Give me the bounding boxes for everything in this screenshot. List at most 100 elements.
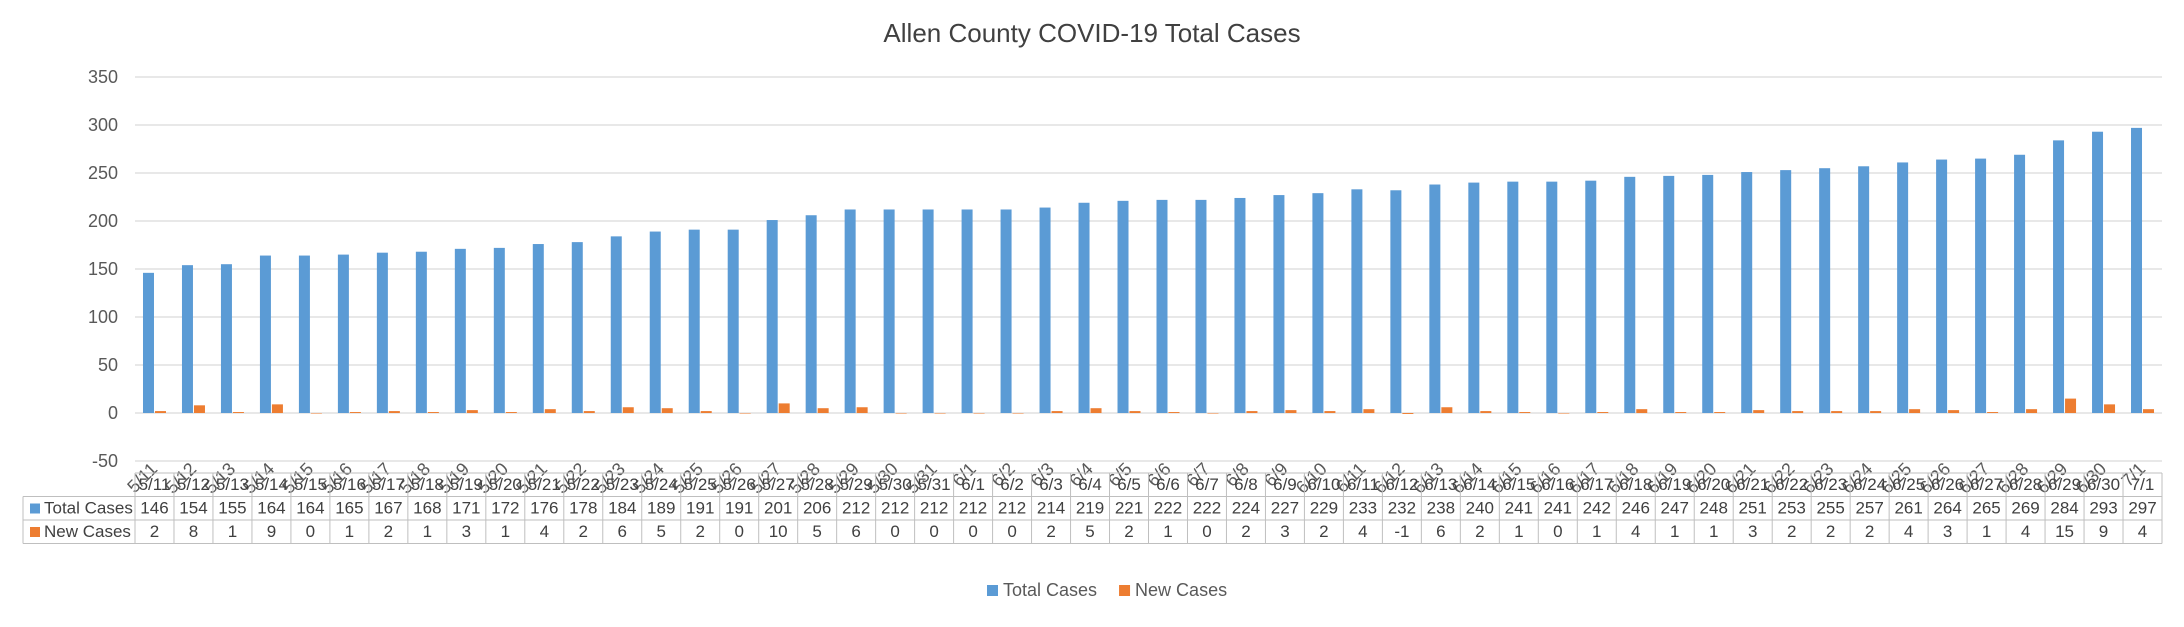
table-category-cell: 6/4 — [1078, 475, 1102, 494]
table-value-cell: 167 — [374, 499, 402, 518]
table-value-cell: 265 — [1972, 499, 2000, 518]
table-value-cell: 5 — [812, 522, 821, 541]
table-category-cell: 5/13 — [216, 475, 249, 494]
bar-new-cases — [856, 407, 868, 413]
bar-new-cases — [1402, 413, 1414, 414]
table-value-cell: 253 — [1777, 499, 1805, 518]
table-category-cell: 5/27 — [762, 475, 795, 494]
table-value-cell: 6 — [1436, 522, 1445, 541]
table-category-cell: 6/29 — [2048, 475, 2081, 494]
bar-new-cases — [466, 410, 478, 413]
bar-new-cases — [973, 413, 985, 414]
table-category-cell: 6/18 — [1619, 475, 1652, 494]
table-value-cell: 241 — [1544, 499, 1572, 518]
bar-new-cases — [1909, 409, 1921, 413]
legend-label: Total Cases — [1003, 580, 1097, 600]
table-value-cell: 189 — [647, 499, 675, 518]
table-category-cell: 6/19 — [1658, 475, 1691, 494]
table-value-cell: 0 — [890, 522, 899, 541]
bar-total-cases — [844, 209, 856, 413]
table-value-cell: 178 — [569, 499, 597, 518]
table-value-cell: 154 — [179, 499, 207, 518]
table-category-cell: 6/28 — [2009, 475, 2042, 494]
table-value-cell: 212 — [920, 499, 948, 518]
table-value-cell: 1 — [423, 522, 432, 541]
bar-new-cases — [1207, 413, 1219, 414]
table-value-cell: 1 — [1670, 522, 1679, 541]
bar-total-cases — [532, 244, 544, 413]
table-value-cell: 206 — [803, 499, 831, 518]
bar-total-cases — [1351, 189, 1363, 413]
table-category-cell: 6/3 — [1039, 475, 1063, 494]
table-category-cell: 5/14 — [255, 475, 288, 494]
bar-total-cases — [883, 209, 895, 413]
table-value-cell: 0 — [306, 522, 315, 541]
table-series-name: Total Cases — [44, 499, 133, 518]
legend-label: New Cases — [1135, 580, 1227, 600]
bar-total-cases — [1078, 202, 1090, 413]
table-value-cell: 212 — [842, 499, 870, 518]
table-value-cell: 15 — [2055, 522, 2074, 541]
bar-new-cases — [2065, 398, 2077, 413]
bar-new-cases — [1090, 408, 1102, 413]
table-category-cell: 5/29 — [840, 475, 873, 494]
bar-new-cases — [1519, 412, 1531, 413]
table-category-cell: 6/6 — [1156, 475, 1180, 494]
bar-new-cases — [1051, 411, 1063, 413]
table-value-cell: 1 — [345, 522, 354, 541]
table-value-cell: 1 — [1163, 522, 1172, 541]
bar-total-cases — [298, 255, 310, 413]
bar-total-cases — [142, 272, 154, 413]
table-value-cell: 1 — [1709, 522, 1718, 541]
bar-new-cases — [388, 411, 400, 413]
table-category-cell: 7/1 — [2131, 475, 2155, 494]
table-value-cell: 1 — [1592, 522, 1601, 541]
table-value-cell: 6 — [851, 522, 860, 541]
table-value-cell: 255 — [1816, 499, 1844, 518]
bar-total-cases — [1780, 170, 1792, 413]
table-value-cell: 251 — [1739, 499, 1767, 518]
bar-total-cases — [1390, 190, 1402, 413]
table-value-cell: 165 — [335, 499, 363, 518]
table-value-cell: 261 — [1894, 499, 1922, 518]
table-value-cell: 224 — [1232, 499, 1260, 518]
table-value-cell: 10 — [769, 522, 788, 541]
legend-swatch — [1119, 585, 1131, 596]
bar-new-cases — [1792, 411, 1804, 413]
bar-new-cases — [271, 404, 283, 413]
table-value-cell: 233 — [1349, 499, 1377, 518]
bar-total-cases — [1585, 180, 1597, 413]
table-category-cell: 5/17 — [372, 475, 405, 494]
bar-new-cases — [193, 405, 205, 413]
bar-total-cases — [2014, 154, 2026, 413]
table-value-cell: 221 — [1115, 499, 1143, 518]
table-category-cell: 5/25 — [684, 475, 717, 494]
table-value-cell: 1 — [228, 522, 237, 541]
table-category-cell: 6/15 — [1502, 475, 1535, 494]
table-value-cell: 191 — [725, 499, 753, 518]
table-category-cell: 6/25 — [1892, 475, 1925, 494]
table-category-cell: 6/5 — [1117, 475, 1141, 494]
table-value-cell: 5 — [657, 522, 666, 541]
bar-total-cases — [1897, 162, 1909, 413]
bar-total-cases — [1858, 166, 1870, 413]
table-category-cell: 6/23 — [1814, 475, 1847, 494]
y-tick-label: 150 — [88, 259, 118, 279]
table-value-cell: 2 — [1475, 522, 1484, 541]
bar-new-cases — [1597, 412, 1609, 413]
bar-new-cases — [934, 413, 946, 414]
bar-total-cases — [649, 231, 661, 413]
bar-new-cases — [1285, 410, 1297, 413]
bar-total-cases — [922, 209, 934, 413]
table-value-cell: 171 — [452, 499, 480, 518]
table-value-cell: 168 — [413, 499, 441, 518]
bar-total-cases — [766, 220, 778, 413]
table-value-cell: 8 — [189, 522, 198, 541]
table-category-cell: 6/8 — [1234, 475, 1258, 494]
table-category-cell: 5/15 — [294, 475, 327, 494]
table-value-cell: 219 — [1076, 499, 1104, 518]
bar-new-cases — [1675, 412, 1687, 413]
bar-total-cases — [1741, 172, 1753, 413]
table-value-cell: 247 — [1661, 499, 1689, 518]
